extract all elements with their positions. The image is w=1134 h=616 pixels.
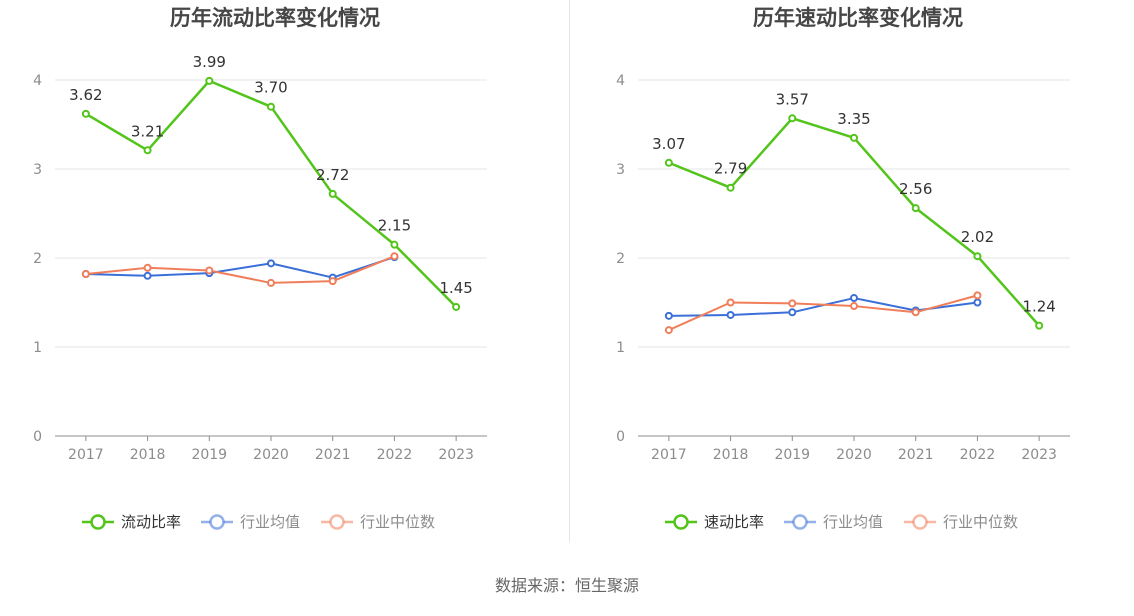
data-point bbox=[850, 302, 858, 311]
data-point bbox=[143, 263, 152, 272]
data-point bbox=[390, 252, 399, 261]
y-tick-label: 4 bbox=[616, 73, 625, 89]
legend-marker-circle bbox=[673, 514, 689, 530]
data-point bbox=[850, 133, 858, 142]
x-tick-label: 2021 bbox=[315, 447, 351, 463]
chart-title-1: 历年流动比率变化情况 bbox=[170, 6, 380, 30]
data-point bbox=[664, 158, 673, 167]
x-tick-label: 2019 bbox=[191, 447, 227, 463]
x-tick-label: 2022 bbox=[377, 447, 413, 463]
data-label: 1.24 bbox=[1022, 298, 1055, 316]
data-point bbox=[788, 114, 797, 123]
y-tick-label: 2 bbox=[33, 251, 42, 267]
y-tick-label: 0 bbox=[616, 429, 625, 445]
data-point bbox=[850, 294, 858, 303]
legend-label: 行业均值 bbox=[823, 513, 883, 531]
x-tick-label: 2019 bbox=[774, 447, 810, 463]
y-tick-label: 3 bbox=[616, 162, 625, 178]
data-point bbox=[267, 259, 275, 268]
data-point bbox=[664, 326, 673, 335]
data-point bbox=[205, 266, 214, 275]
legend-label: 行业中位数 bbox=[360, 513, 435, 531]
data-point bbox=[81, 109, 90, 118]
data-point bbox=[788, 299, 797, 308]
data-source-footer: 数据来源：恒生聚源 bbox=[494, 576, 639, 595]
x-tick-label: 2022 bbox=[960, 447, 996, 463]
data-point bbox=[267, 102, 275, 111]
data-point bbox=[1035, 321, 1044, 330]
data-label: 2.79 bbox=[714, 160, 747, 178]
legend-label: 行业中位数 bbox=[943, 513, 1018, 531]
series-line-行业均值 bbox=[85, 256, 395, 279]
data-point bbox=[81, 270, 90, 279]
data-label: 1.45 bbox=[439, 279, 472, 297]
x-tick-label: 2020 bbox=[836, 447, 872, 463]
legend-label: 行业均值 bbox=[240, 513, 300, 531]
x-tick-label: 2023 bbox=[438, 447, 474, 463]
chart-title-2: 历年速动比率变化情况 bbox=[753, 6, 963, 30]
data-label: 3.99 bbox=[193, 53, 226, 71]
data-point bbox=[328, 277, 337, 286]
data-label: 2.15 bbox=[378, 217, 411, 235]
data-point bbox=[911, 308, 920, 317]
x-tick-label: 2020 bbox=[253, 447, 289, 463]
legend-marker-circle bbox=[329, 514, 345, 530]
panel-divider bbox=[569, 0, 570, 542]
data-point bbox=[788, 308, 797, 317]
y-tick-label: 1 bbox=[33, 340, 42, 356]
data-point bbox=[143, 271, 152, 280]
x-tick-label: 2018 bbox=[130, 447, 166, 463]
x-tick-label: 2021 bbox=[898, 447, 934, 463]
y-tick-label: 0 bbox=[33, 429, 42, 445]
legend-label: 流动比率 bbox=[121, 513, 181, 531]
data-point bbox=[973, 291, 982, 300]
data-label: 2.72 bbox=[316, 166, 349, 184]
data-point bbox=[328, 189, 337, 198]
y-tick-label: 4 bbox=[33, 73, 42, 89]
legend-marker-circle bbox=[90, 514, 106, 530]
legend-marker-circle bbox=[912, 514, 928, 530]
data-point bbox=[726, 310, 735, 319]
data-label: 3.21 bbox=[131, 122, 164, 140]
data-label: 2.02 bbox=[961, 228, 994, 246]
x-tick-label: 2018 bbox=[713, 447, 749, 463]
x-tick-label: 2023 bbox=[1021, 447, 1057, 463]
x-tick-label: 2017 bbox=[68, 447, 104, 463]
data-point bbox=[452, 302, 461, 311]
series-line-流动比率 bbox=[85, 79, 458, 308]
y-tick-label: 3 bbox=[33, 162, 42, 178]
data-label: 3.35 bbox=[837, 110, 870, 128]
x-tick-label: 2017 bbox=[651, 447, 687, 463]
legend-marker-circle bbox=[209, 514, 225, 530]
data-label: 2.56 bbox=[899, 180, 932, 198]
series-line-行业中位数 bbox=[668, 294, 978, 332]
series-line-行业均值 bbox=[668, 297, 978, 317]
data-point bbox=[973, 252, 982, 261]
legend-label: 速动比率 bbox=[704, 513, 764, 531]
data-point bbox=[664, 311, 673, 320]
series-line-行业中位数 bbox=[85, 255, 395, 284]
y-tick-label: 1 bbox=[616, 340, 625, 356]
data-point bbox=[390, 240, 399, 249]
data-label: 3.62 bbox=[69, 86, 102, 104]
data-point bbox=[726, 183, 735, 192]
data-point bbox=[267, 278, 275, 287]
data-point bbox=[726, 298, 735, 307]
data-point bbox=[973, 298, 982, 307]
legend-marker-circle bbox=[792, 514, 808, 530]
data-label: 3.70 bbox=[254, 79, 287, 97]
y-tick-label: 2 bbox=[616, 251, 625, 267]
data-label: 3.07 bbox=[652, 135, 685, 153]
data-point bbox=[205, 76, 214, 85]
data-point bbox=[143, 146, 152, 155]
data-label: 3.57 bbox=[776, 90, 809, 108]
data-point bbox=[911, 204, 920, 213]
